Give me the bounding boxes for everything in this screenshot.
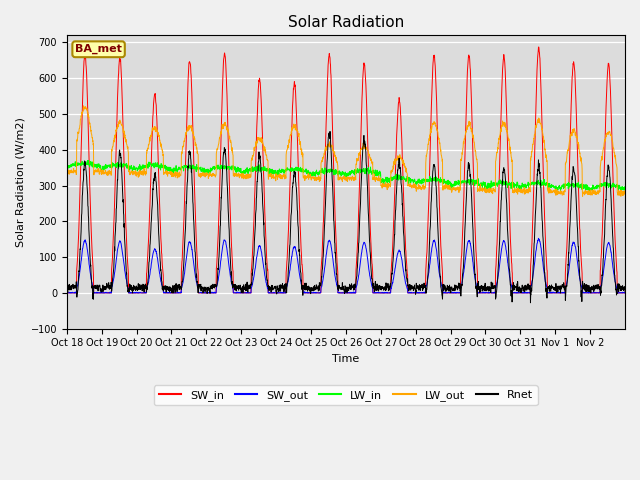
- LW_in: [119, 162, 127, 168]
- Line: LW_out: LW_out: [67, 106, 625, 196]
- SW_out: [380, 290, 387, 296]
- SW_in: [535, 44, 543, 50]
- LW_out: [546, 188, 554, 194]
- Rnet: [614, 283, 621, 289]
- Title: Solar Radiation: Solar Radiation: [288, 15, 404, 30]
- LW_out: [239, 173, 247, 179]
- LW_in: [614, 183, 621, 189]
- SW_in: [380, 290, 387, 296]
- SW_out: [621, 290, 629, 296]
- SW_in: [621, 290, 629, 296]
- SW_in: [63, 290, 71, 296]
- SW_out: [63, 290, 71, 296]
- SW_in: [63, 290, 70, 296]
- LW_out: [380, 181, 387, 187]
- LW_in: [63, 165, 70, 170]
- SW_in: [239, 290, 247, 296]
- Rnet: [239, 290, 247, 296]
- Rnet: [515, 288, 522, 294]
- X-axis label: Time: Time: [332, 354, 360, 364]
- LW_out: [621, 188, 629, 194]
- LW_out: [515, 185, 522, 191]
- SW_in: [119, 115, 127, 120]
- Line: Rnet: Rnet: [67, 132, 625, 303]
- Rnet: [63, 286, 70, 291]
- SW_in: [546, 290, 554, 296]
- LW_out: [579, 193, 586, 199]
- SW_in: [515, 290, 522, 296]
- Y-axis label: Solar Radiation (W/m2): Solar Radiation (W/m2): [15, 117, 25, 247]
- SW_out: [239, 290, 247, 296]
- SW_in: [614, 290, 621, 296]
- Rnet: [546, 284, 554, 290]
- LW_out: [614, 190, 621, 196]
- LW_in: [239, 171, 247, 177]
- Line: LW_in: LW_in: [67, 160, 625, 191]
- LW_in: [546, 180, 554, 186]
- LW_out: [119, 125, 127, 131]
- LW_in: [557, 188, 564, 193]
- LW_in: [515, 183, 522, 189]
- SW_out: [63, 290, 70, 296]
- LW_in: [621, 187, 629, 193]
- Line: SW_in: SW_in: [67, 47, 625, 293]
- Line: SW_out: SW_out: [67, 238, 625, 293]
- Rnet: [527, 300, 534, 306]
- Rnet: [380, 287, 387, 293]
- Rnet: [326, 129, 334, 134]
- Rnet: [118, 186, 126, 192]
- SW_out: [614, 290, 621, 296]
- SW_out: [546, 290, 554, 296]
- Rnet: [621, 289, 629, 295]
- SW_out: [119, 252, 127, 257]
- LW_out: [79, 103, 87, 109]
- LW_out: [63, 169, 70, 175]
- LW_in: [380, 178, 387, 184]
- Legend: SW_in, SW_out, LW_in, LW_out, Rnet: SW_in, SW_out, LW_in, LW_out, Rnet: [154, 385, 538, 405]
- LW_in: [84, 157, 92, 163]
- Text: BA_met: BA_met: [75, 44, 122, 54]
- SW_out: [534, 235, 542, 241]
- SW_out: [515, 290, 522, 296]
